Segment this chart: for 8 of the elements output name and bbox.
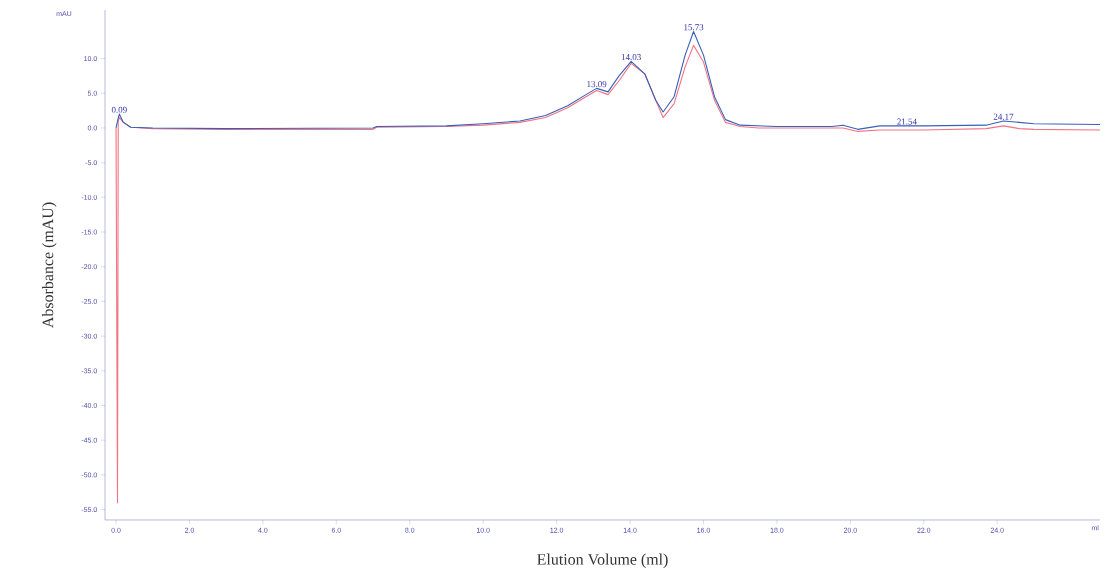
annotation: 0.09: [111, 106, 127, 113]
annotation: 13.09: [587, 81, 607, 88]
annotation: 21.54: [897, 118, 917, 125]
x-axis-title: Elution Volume (ml): [537, 553, 668, 568]
annotation: 15.73: [684, 24, 704, 31]
annotation: 24.17: [993, 113, 1014, 120]
y-axis-title: Absorbance (mAU): [42, 202, 57, 328]
annotation: 14.03: [621, 54, 641, 61]
